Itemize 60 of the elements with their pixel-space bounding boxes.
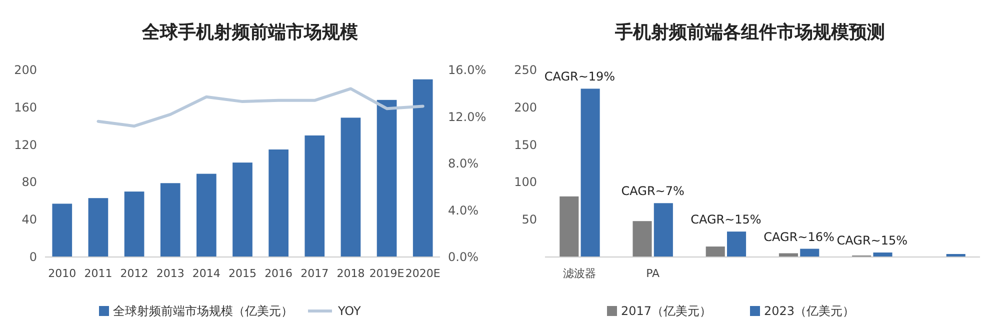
x-tick-label: 2010 [48,267,76,280]
bar [124,192,144,257]
legend-label: 2017（亿美元） [621,304,712,318]
bar [268,149,288,257]
y2-tick-label: 16.0% [448,63,486,77]
x-tick-label: 2018 [336,267,365,280]
bar [376,100,397,257]
bar [52,204,72,257]
bar [160,183,180,257]
bar [340,118,361,257]
y2-tick-label: 12.0% [448,110,486,124]
annotation: CAGR~16% [764,230,834,244]
x-tick-label: 2019E [369,267,404,280]
x-tick-label: 2015 [228,267,256,280]
y-tick-label: 0 [29,250,37,264]
annotation: CAGR~15% [690,212,762,227]
x-tick-label: 2016 [264,267,293,280]
y-tick-label: 50 [522,212,537,227]
line-series [96,87,424,128]
bar [632,221,652,257]
bar [873,252,892,257]
y2-tick-label: 8.0% [448,156,478,170]
x-tick-label: PA [646,267,660,280]
y-tick-label: 100 [514,175,537,190]
x-tick-label: 滤波器 [563,267,596,280]
legend-label: 全球射频前端市场规模（亿美元） [113,304,293,318]
bar [580,88,600,257]
annotation: CAGR~19% [544,70,616,84]
bar [232,162,252,257]
chart-title: 手机射频前端各组件市场规模预测 [614,22,885,43]
x-tick-label: 2013 [156,267,184,280]
x-tick-label: 2014 [192,267,220,280]
bar [196,174,216,257]
y-tick-label: 80 [22,175,37,190]
bar [800,248,820,257]
y-tick-label: 200 [514,100,537,114]
x-tick-label: 2020E [405,267,440,280]
y-tick-label: 120 [14,138,37,152]
bar [412,79,433,257]
y2-tick-label: 0.0% [448,250,478,264]
chart-title: 全球手机射频前端市场规模 [141,22,358,43]
bar [727,232,746,257]
x-tick-label: 2011 [84,267,112,280]
y-tick-label: 160 [14,100,37,114]
bar [706,246,725,257]
legend-label: 2023（亿美元） [764,304,855,318]
annotation: CAGR~7% [621,184,684,198]
y2-tick-label: 4.0% [448,203,478,218]
bar [304,135,325,257]
legend-label: YOY [337,304,362,318]
bar [88,198,108,257]
bar [560,196,579,257]
y-tick-label: 200 [14,63,37,77]
annotation: CAGR~15% [836,234,908,248]
y-tick-label: 40 [22,212,37,227]
x-tick-label: 2017 [300,267,329,280]
x-tick-label: 2012 [120,267,148,280]
y-tick-label: 150 [514,138,537,152]
y-tick-label: 250 [514,63,537,77]
bar [654,203,673,257]
